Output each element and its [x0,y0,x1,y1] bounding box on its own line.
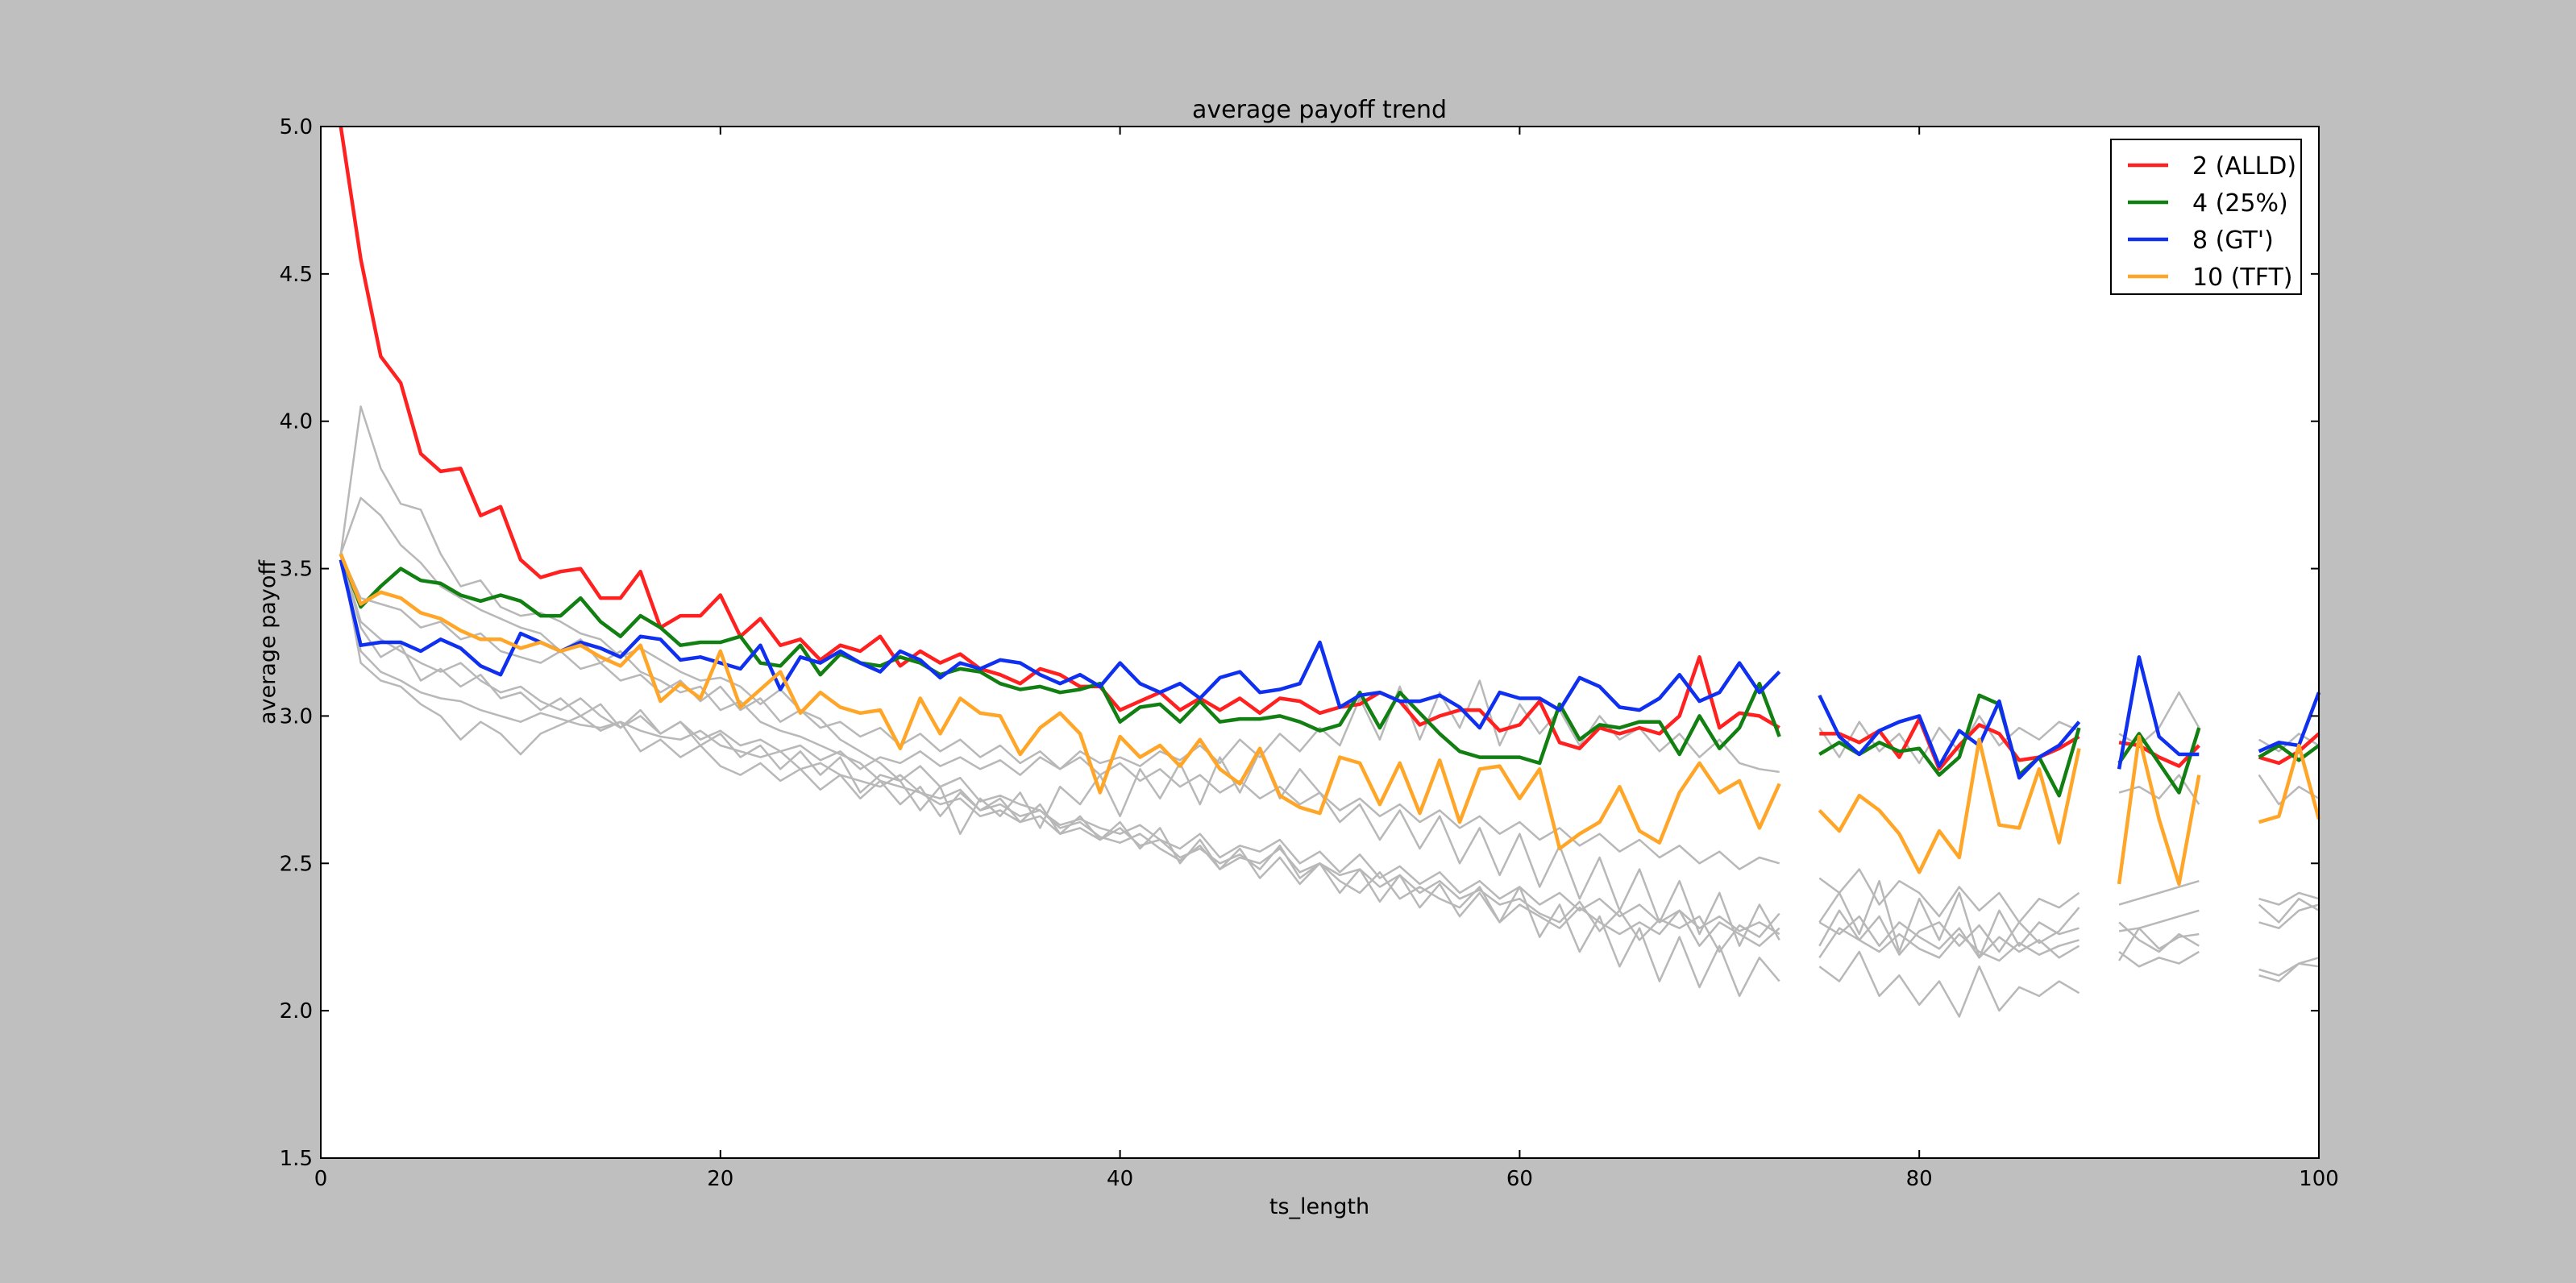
background-series-line-10 [339,553,2320,959]
axis-ticks: 0 20 40 60 80 100 1.5 2.0 2.5 3.0 3.5 4.0 4.5 5.0 [280,115,2339,1191]
x-axis-label: ts_length [1269,1194,1369,1219]
series-line-4-25 [339,553,2320,798]
x-tick-label: 20 [707,1167,733,1191]
background-series-line-9 [339,553,2320,776]
x-tick-label: 100 [2299,1167,2339,1191]
x-tick-label: 40 [1107,1167,1133,1191]
legend: 2 (ALLD) 4 (25%) 8 (GT') 10 (TFT) [2110,139,2302,295]
y-tick-label: 3.0 [280,704,313,729]
chart-title: average payoff trend [1192,96,1447,124]
y-axis-label: average payoff [256,559,280,725]
y-tick-label: 4.0 [280,410,313,434]
y-tick-label: 4.5 [280,263,313,287]
series-lines [339,126,2321,1018]
legend-label: 10 (TFT) [2192,264,2293,292]
y-tick-label: 2.5 [280,852,313,876]
legend-label: 4 (25%) [2192,189,2288,218]
y-tick-label: 3.5 [280,558,313,582]
x-tick-label: 0 [314,1167,328,1191]
y-tick-label: 5.0 [280,115,313,139]
background-series-line-7 [339,554,2320,1018]
x-tick-label: 80 [1906,1167,1933,1191]
plot-frame [320,126,2320,1159]
legend-label: 8 (GT') [2192,226,2274,255]
y-tick-label: 1.5 [280,1147,313,1171]
series-line-10-tft [339,553,2321,886]
series-line-8-gt [339,559,2321,780]
background-series-line-4 [339,405,2320,982]
legend-label: 2 (ALLD) [2192,152,2296,181]
x-tick-label: 60 [1506,1167,1533,1191]
y-tick-label: 2.0 [280,999,313,1023]
background-series-line-6 [339,554,2320,959]
series-line-2-alld [339,126,2320,771]
